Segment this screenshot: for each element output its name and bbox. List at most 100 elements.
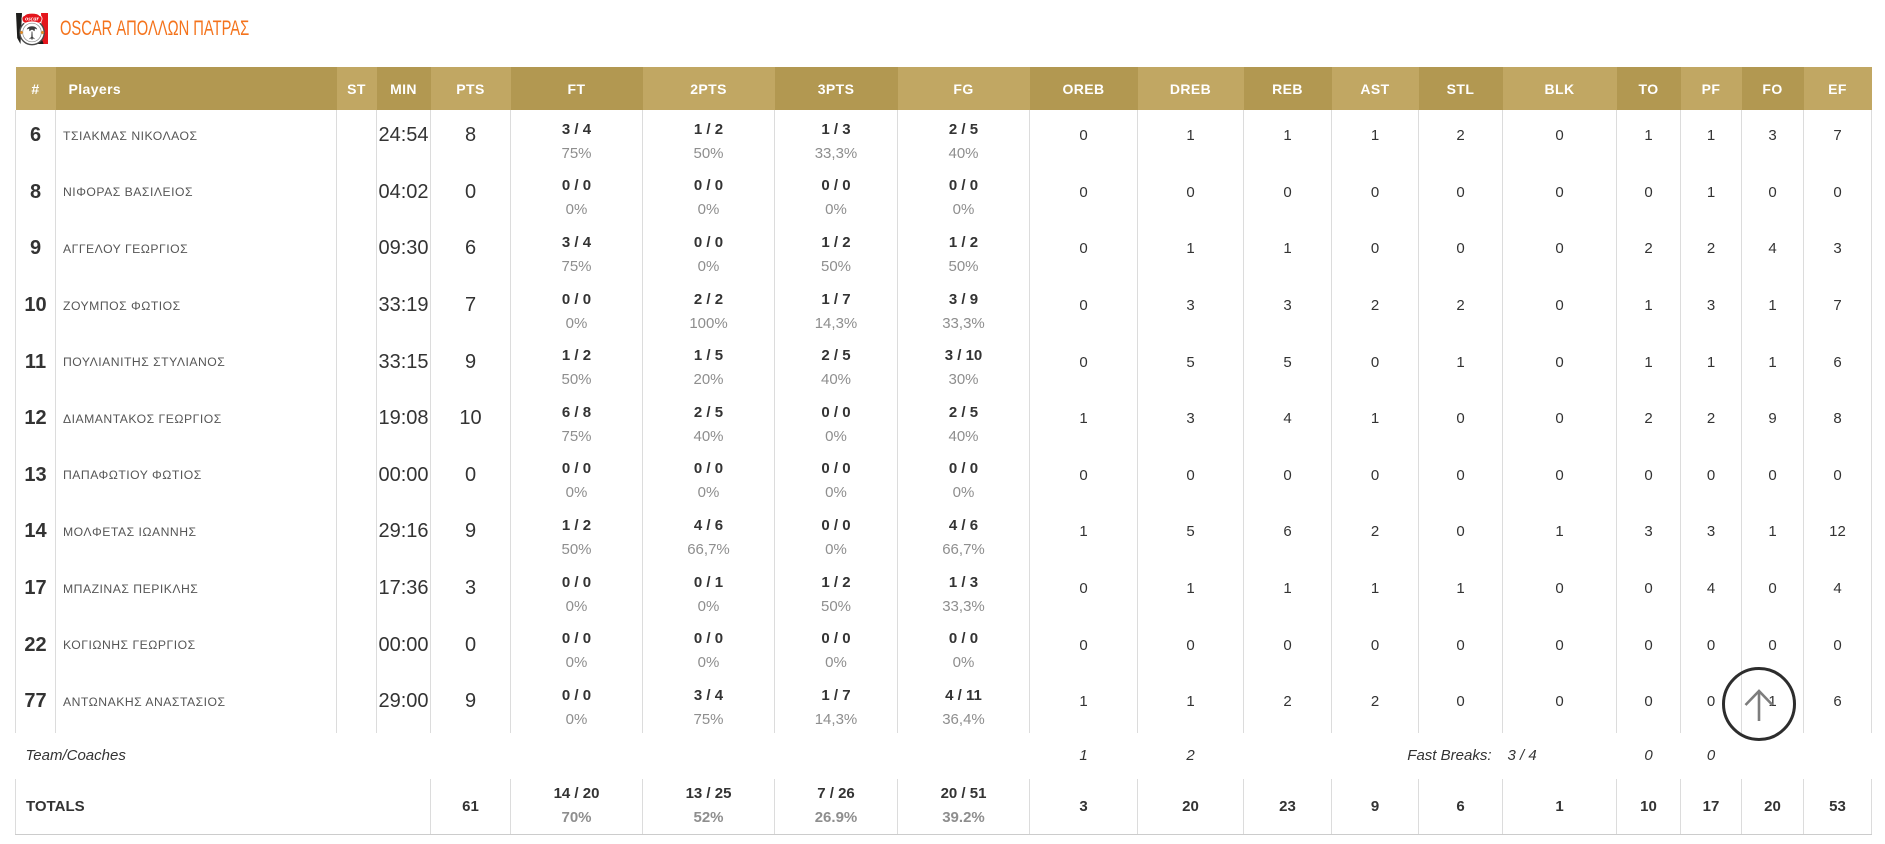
stat-ft-made: 0 / 0	[561, 177, 592, 195]
stat-ft-pct: 0%	[565, 201, 588, 219]
column-header-ef: EF	[1803, 67, 1872, 110]
stat-fg-cell: 4 / 6 66,7%	[897, 506, 1030, 563]
stat-stl-cell: 2	[1418, 110, 1503, 167]
stat-ef-cell: 0	[1803, 619, 1872, 676]
starter-cell	[336, 110, 377, 167]
stat-fg-pct: 33,3%	[942, 597, 985, 615]
stat-3pts-cell: 1 / 3 33,3%	[774, 110, 898, 167]
starter-cell	[336, 619, 377, 676]
stat-2pts-pct: 0%	[697, 484, 720, 502]
stat-ef-cell: 8	[1803, 392, 1872, 450]
team-title: OSCAR ΑΠΟΛΛΩΝ ΠΑΤΡΑΣ	[60, 17, 250, 40]
player-number-cell: 77	[15, 675, 56, 733]
stat-fg-made: 4 / 6	[948, 516, 979, 534]
column-header-ft: FT	[510, 67, 643, 110]
stat-dreb-cell: 1	[1137, 562, 1244, 620]
stat-ast-cell: 2	[1331, 506, 1419, 563]
totals-3pts-pct: 26.9%	[814, 809, 858, 827]
totals-to-cell: 10	[1616, 778, 1681, 836]
minutes-cell: 09:30	[376, 223, 431, 280]
stat-dreb-cell: 3	[1137, 279, 1244, 337]
stat-2pts-pct: 0%	[697, 257, 720, 275]
stat-oreb-cell: 1	[1029, 506, 1138, 563]
player-row: 13 ΠΑΠΑΦΩΤΙΟΥ ΦΩΤΙΟΣ 00:00 0 0 / 0 0% 0 /…	[15, 449, 1872, 507]
stat-ft-cell: 1 / 2 50%	[510, 336, 643, 393]
stat-ef-cell: 0	[1803, 166, 1872, 224]
column-header-st: ST	[336, 67, 377, 110]
stat-3pts-pct: 40%	[820, 371, 852, 389]
stat-ef-cell: 3	[1803, 223, 1872, 280]
stat-oreb-cell: 0	[1029, 110, 1138, 167]
stat-3pts-cell: 1 / 2 50%	[774, 562, 898, 620]
stat-ft-made: 6 / 8	[561, 403, 592, 421]
stat-2pts-cell: 2 / 2 100%	[642, 279, 775, 337]
stat-to-cell: 1	[1616, 279, 1681, 337]
stat-fg-made: 3 / 10	[944, 347, 983, 365]
stat-stl-cell: 0	[1418, 675, 1503, 733]
stat-dreb-cell: 1	[1137, 675, 1244, 733]
fast-breaks-label: Fast Breaks:	[1407, 747, 1492, 765]
stat-to-cell: 0	[1616, 619, 1681, 676]
points-cell: 8	[430, 110, 511, 167]
totals-label: TOTALS	[15, 778, 431, 836]
stat-ft-made: 0 / 0	[561, 290, 592, 308]
stat-reb-cell: 0	[1243, 619, 1332, 676]
minutes-cell: 29:00	[376, 675, 431, 733]
stat-pf-cell: 0	[1680, 619, 1742, 676]
stat-3pts-pct: 50%	[820, 257, 852, 275]
stat-ast-cell: 0	[1331, 336, 1419, 393]
team-pf-cell: 0	[1706, 747, 1716, 765]
stat-blk-cell: 0	[1502, 392, 1617, 450]
stat-ft-cell: 0 / 0 0%	[510, 675, 643, 733]
starter-cell	[336, 675, 377, 733]
totals-oreb-cell: 3	[1029, 778, 1138, 836]
stat-2pts-cell: 0 / 0 0%	[642, 223, 775, 280]
player-row: 17 ΜΠΑΖΙΝΑΣ ΠΕΡΙΚΛΗΣ 17:36 3 0 / 0 0% 0 /…	[15, 562, 1872, 620]
stat-fg-pct: 40%	[948, 427, 979, 445]
stat-3pts-made: 0 / 0	[821, 516, 851, 534]
points-cell: 3	[430, 562, 511, 620]
player-row: 11 ΠΟΥΛΙΑΝΙΤΗΣ ΣΤΥΛΙΑΝΟΣ 33:15 9 1 / 2 50…	[15, 336, 1872, 393]
stat-ft-pct: 75%	[561, 144, 592, 162]
stat-fg-pct: 0%	[952, 484, 975, 502]
stat-dreb-cell: 3	[1137, 392, 1244, 450]
stat-2pts-pct: 50%	[693, 144, 724, 162]
stat-fg-cell: 1 / 3 33,3%	[897, 562, 1030, 620]
minutes-cell: 04:02	[376, 166, 431, 224]
totals-ft-cell: 14 / 20 70%	[510, 778, 643, 836]
stat-ft-made: 1 / 2	[561, 347, 592, 365]
stat-ast-cell: 0	[1331, 449, 1419, 507]
stat-3pts-cell: 2 / 5 40%	[774, 336, 898, 393]
column-header-pf: PF	[1680, 67, 1742, 110]
stat-2pts-made: 0 / 0	[693, 630, 724, 648]
stat-2pts-made: 1 / 5	[693, 347, 724, 365]
stat-reb-cell: 1	[1243, 223, 1332, 280]
stat-dreb-cell: 0	[1137, 619, 1244, 676]
stat-2pts-cell: 3 / 4 75%	[642, 675, 775, 733]
stat-blk-cell: 0	[1502, 279, 1617, 337]
stat-2pts-made: 0 / 0	[693, 460, 724, 478]
stat-blk-cell: 0	[1502, 166, 1617, 224]
starter-cell	[336, 336, 377, 393]
stat-ft-cell: 1 / 2 50%	[510, 506, 643, 563]
box-score-table: # Players ST MIN PTS FT 2PTS 3PTS FG ORE…	[15, 67, 1872, 836]
minutes-cell: 00:00	[376, 449, 431, 507]
stat-ast-cell: 2	[1331, 279, 1419, 337]
stat-3pts-made: 1 / 7	[821, 686, 851, 704]
stat-3pts-pct: 50%	[820, 597, 852, 615]
stat-to-cell: 0	[1616, 675, 1681, 733]
column-header-num: #	[15, 67, 56, 110]
stat-ft-cell: 6 / 8 75%	[510, 392, 643, 450]
stat-fo-cell: 1	[1741, 279, 1804, 337]
stat-fg-made: 2 / 5	[948, 120, 979, 138]
scroll-to-top-button[interactable]	[1722, 667, 1796, 741]
column-header-blk: BLK	[1502, 67, 1617, 110]
minutes-cell: 33:15	[376, 336, 431, 393]
stat-fg-pct: 66,7%	[942, 540, 985, 558]
player-name-cell: ΜΠΑΖΙΝΑΣ ΠΕΡΙΚΛΗΣ	[55, 562, 337, 620]
fast-breaks-value: 3 / 4	[1507, 747, 1537, 765]
player-number-cell: 22	[15, 619, 56, 676]
stat-stl-cell: 1	[1418, 336, 1503, 393]
stat-pf-cell: 1	[1680, 336, 1742, 393]
